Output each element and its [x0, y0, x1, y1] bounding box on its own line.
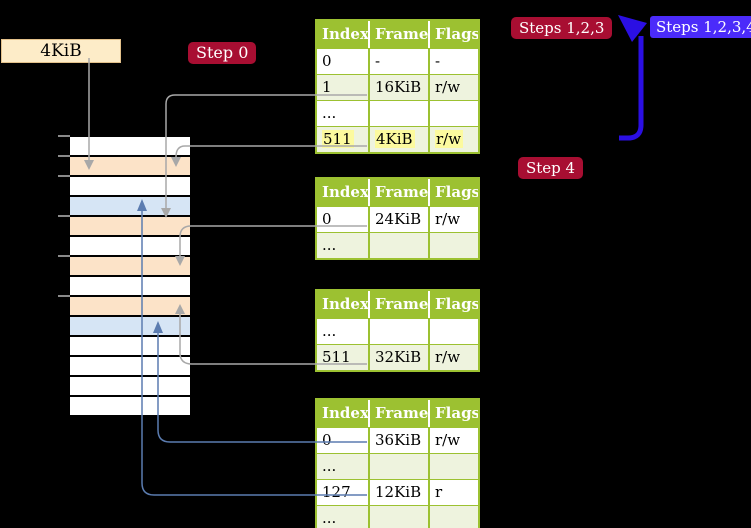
frame-cell: 36KiB [368, 428, 428, 453]
frame-cell: - [368, 49, 428, 74]
table-row: ... [317, 100, 478, 126]
flags-cell: r/w [428, 207, 478, 232]
memory-row-page-table-frame [70, 255, 190, 275]
page-table-level1: Index Frame Flags 0 36KiB r/w... 127 12KiB r... [315, 398, 480, 528]
flags-cell [428, 233, 478, 258]
frame-cell [368, 101, 428, 126]
flags-cell [428, 319, 478, 344]
flags-cell: r/w [428, 345, 478, 370]
badge-steps-1-2-3: Steps 1,2,3 [511, 17, 613, 39]
table-header-row: Index Frame Flags [317, 179, 478, 206]
table-row: ... [317, 232, 478, 258]
column-header-flags: Flags [428, 21, 478, 48]
highlighted-value: 4KiB [375, 130, 415, 148]
index-cell: 511 [317, 127, 368, 152]
memory-tick-marks [58, 135, 70, 297]
frame-cell: 32KiB [368, 345, 428, 370]
index-cell: ... [322, 509, 337, 527]
page-table-level2: Index Frame Flags... 511 32KiB r/w [315, 289, 480, 372]
page-table-level3: Index Frame Flags 0 24KiB r/w... [315, 177, 480, 260]
index-cell: 0 [322, 210, 332, 228]
memory-row-free-frame [70, 175, 190, 195]
frame-cell [368, 506, 428, 528]
table-row: 0 -- [317, 48, 478, 74]
memory-row-free-frame [70, 355, 190, 375]
table-row: 511 32KiB r/w [317, 344, 478, 370]
memory-row-free-frame [70, 395, 190, 415]
memory-row-free-frame [70, 375, 190, 395]
page-table-level4: Index Frame Flags 0- -1 16KiB r/w... 511 4KiB r/w [315, 19, 480, 154]
column-header-flags: Flags [428, 179, 478, 206]
table-row: 1 16KiB r/w [317, 74, 478, 100]
index-cell: 1 [322, 78, 332, 96]
index-cell: 0 [322, 431, 332, 449]
physical-memory-column [70, 135, 190, 417]
memory-row-mapped-frame [70, 195, 190, 215]
table-row: ... [317, 318, 478, 344]
index-cell: ... [322, 457, 337, 475]
badge-step-4: Step 4 [518, 157, 584, 179]
frame-cell [368, 454, 428, 479]
highlighted-value: 511 [322, 130, 354, 148]
free-frame-size-label: 4KiB [1, 39, 121, 63]
column-header-index: Index [322, 25, 368, 43]
table-row: 0 36KiB r/w [317, 427, 478, 453]
table-row: ... [317, 505, 478, 528]
index-cell: 0 [322, 52, 332, 70]
memory-row-mapped-frame [70, 315, 190, 335]
flags-cell: - [428, 49, 478, 74]
flags-cell: r/w [428, 428, 478, 453]
table-row: 511 4KiB r/w [317, 126, 478, 152]
frame-cell: 12KiB [368, 480, 428, 505]
flags-cell [428, 454, 478, 479]
memory-row-free-frame [70, 235, 190, 255]
column-header-index: Index [322, 295, 368, 313]
highlighted-value: r/w [435, 130, 464, 148]
index-cell: ... [322, 322, 337, 340]
badge-step-0: Step 0 [188, 42, 257, 64]
index-cell: ... [322, 236, 337, 254]
table-header-row: Index Frame Flags [317, 21, 478, 48]
table-row: 0 24KiB r/w [317, 206, 478, 232]
flags-cell [428, 506, 478, 528]
frame-cell: 24KiB [368, 207, 428, 232]
flags-cell: r/w [428, 75, 478, 100]
table-header-row: Index Frame Flags [317, 400, 478, 427]
flags-cell [428, 101, 478, 126]
memory-row-free-frame [70, 335, 190, 355]
entry511-black-arrowhead [480, 131, 492, 143]
badge-steps-1-2-3-4: Steps 1,2,3,4 [650, 16, 751, 38]
memory-row-free-frame [70, 275, 190, 295]
frame-cell [368, 319, 428, 344]
column-header-flags: Flags [428, 291, 478, 318]
frame-cell [368, 233, 428, 258]
index-cell: 511 [322, 348, 351, 366]
memory-row-page-table-frame [70, 215, 190, 235]
column-header-frame: Frame [368, 400, 428, 427]
column-header-flags: Flags [428, 400, 478, 427]
memory-row-page-table-frame [70, 295, 190, 315]
frame-cell: 16KiB [368, 75, 428, 100]
table-row: 127 12KiB r [317, 479, 478, 505]
column-header-frame: Frame [368, 179, 428, 206]
memory-row-page-table-frame [70, 155, 190, 175]
table-row: ... [317, 453, 478, 479]
memory-row-free-frame [70, 135, 190, 155]
column-header-frame: Frame [368, 21, 428, 48]
index-cell: ... [322, 104, 337, 122]
column-header-index: Index [322, 404, 368, 422]
recursive-loop-highlight-arrow [618, 15, 647, 141]
frame-cell: 4KiB [368, 127, 428, 152]
column-header-index: Index [322, 183, 368, 201]
flags-cell: r/w [428, 127, 478, 152]
column-header-frame: Frame [368, 291, 428, 318]
table-header-row: Index Frame Flags [317, 291, 478, 318]
flags-cell: r [428, 480, 478, 505]
index-cell: 127 [322, 483, 351, 501]
